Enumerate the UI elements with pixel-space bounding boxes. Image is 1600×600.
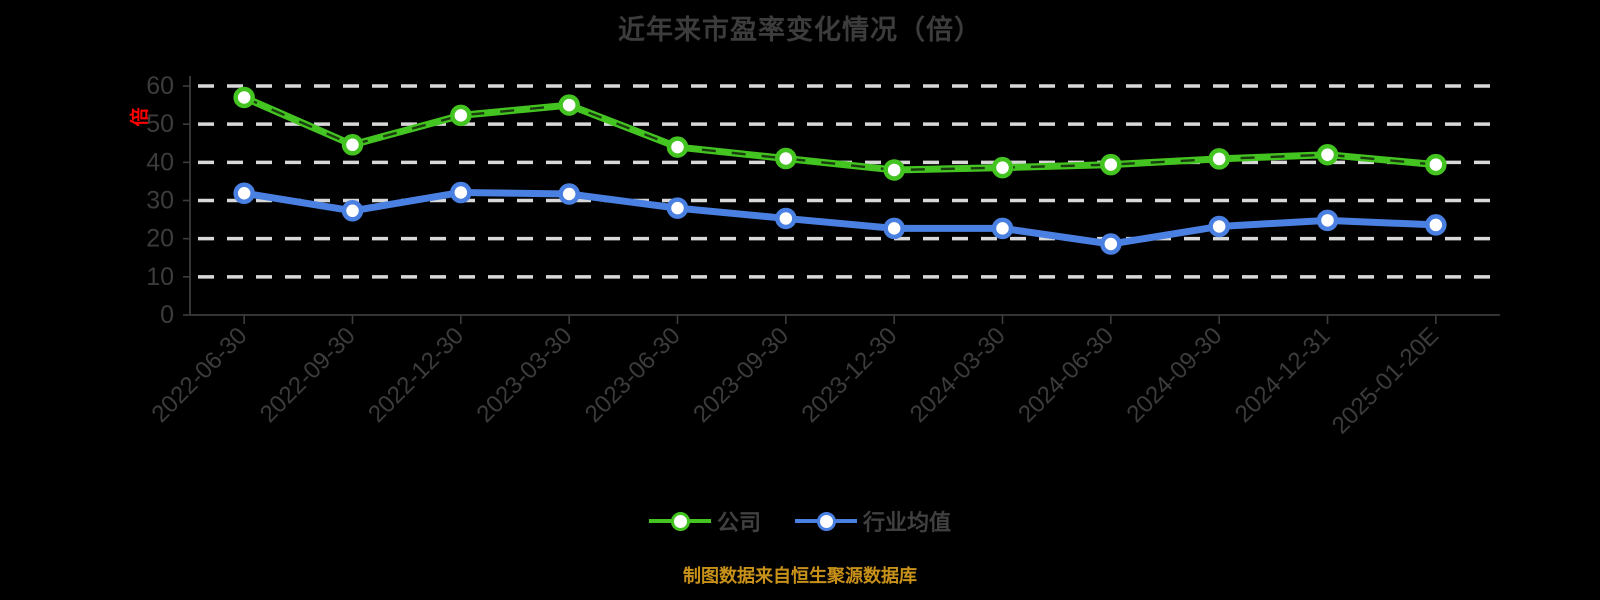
x-tick-label: 2024-12-31	[1230, 322, 1336, 428]
data-point-marker[interactable]	[883, 217, 905, 240]
x-tick-label: 2023-09-30	[688, 322, 794, 428]
gridlines-group	[198, 84, 1490, 279]
axes-group	[183, 76, 1500, 324]
data-source-note: 制图数据来自恒生聚源数据库	[683, 566, 917, 586]
data-point-marker[interactable]	[1316, 143, 1339, 166]
data-point-marker[interactable]	[666, 136, 689, 158]
x-tick-label: 2024-03-30	[905, 322, 1011, 428]
data-point-marker[interactable]	[233, 182, 255, 204]
y-tick-label: 20	[146, 225, 174, 253]
y-tick-labels-group: 0 10 20 30 40 50 60	[146, 72, 174, 329]
data-point-marker[interactable]	[1208, 148, 1230, 170]
legend-label-industry-average: 行业均值	[863, 510, 952, 535]
y-tick-label: 60	[146, 72, 174, 100]
data-point-marker[interactable]	[1316, 209, 1339, 232]
data-point-marker[interactable]	[558, 183, 580, 205]
legend-label-company: 公司	[716, 510, 761, 535]
chart-title: 近年来市盈率变化情况（倍）	[618, 15, 982, 45]
data-point-marker[interactable]	[450, 104, 472, 127]
x-tick-labels-group: 2022-06-30 2022-09-30 2022-12-30 2023-03-30…	[147, 322, 1445, 439]
x-tick-label: 2023-12-30	[797, 322, 903, 428]
x-tick-label: 2024-06-30	[1013, 322, 1119, 428]
data-point-marker[interactable]	[775, 147, 797, 170]
data-point-marker[interactable]	[1100, 153, 1122, 176]
y-tick-label: 50	[146, 110, 174, 138]
series-line-company	[240, 93, 1440, 174]
series-lines-group	[240, 93, 1440, 248]
x-tick-label: 2025-01-20E	[1327, 322, 1444, 439]
series-line-company-dash-overlay	[243, 96, 1436, 172]
data-point-marker[interactable]	[1100, 233, 1122, 255]
legend-swatch-industry-average	[795, 508, 857, 534]
data-point-marker[interactable]	[1208, 215, 1230, 238]
data-point-marker[interactable]	[775, 207, 797, 230]
legend-item-industry-average[interactable]: 行业均值	[795, 505, 951, 537]
x-tick-label: 2022-09-30	[255, 322, 361, 428]
data-point-marker[interactable]	[233, 86, 255, 109]
series-markers-group	[233, 86, 1447, 255]
chart-legend: 公司 行业均值	[0, 505, 1600, 537]
legend-swatch-company	[648, 508, 711, 534]
y-tick-label: 10	[146, 263, 174, 291]
x-tick-label: 2024-09-30	[1122, 322, 1228, 428]
y-tick-label: 0	[160, 301, 174, 329]
data-point-marker[interactable]	[341, 134, 364, 156]
data-point-marker[interactable]	[450, 181, 472, 204]
legend-item-company[interactable]: 公司	[648, 505, 761, 537]
data-point-marker[interactable]	[883, 159, 905, 181]
data-point-marker[interactable]	[1425, 153, 1447, 176]
x-tick-label: 2023-03-30	[472, 322, 578, 428]
data-point-marker[interactable]	[991, 156, 1014, 179]
data-point-marker[interactable]	[558, 94, 580, 116]
data-point-marker[interactable]	[341, 200, 364, 222]
data-point-marker[interactable]	[991, 217, 1014, 240]
y-tick-label: 30	[146, 187, 174, 215]
series-line-industry-average	[240, 188, 1440, 248]
x-tick-label: 2022-06-30	[147, 322, 253, 428]
x-tick-label: 2022-12-30	[363, 322, 469, 428]
x-tick-label: 2023-06-30	[580, 322, 686, 428]
data-point-marker[interactable]	[1425, 214, 1447, 236]
y-tick-label: 40	[146, 148, 174, 176]
data-point-marker[interactable]	[666, 197, 689, 219]
